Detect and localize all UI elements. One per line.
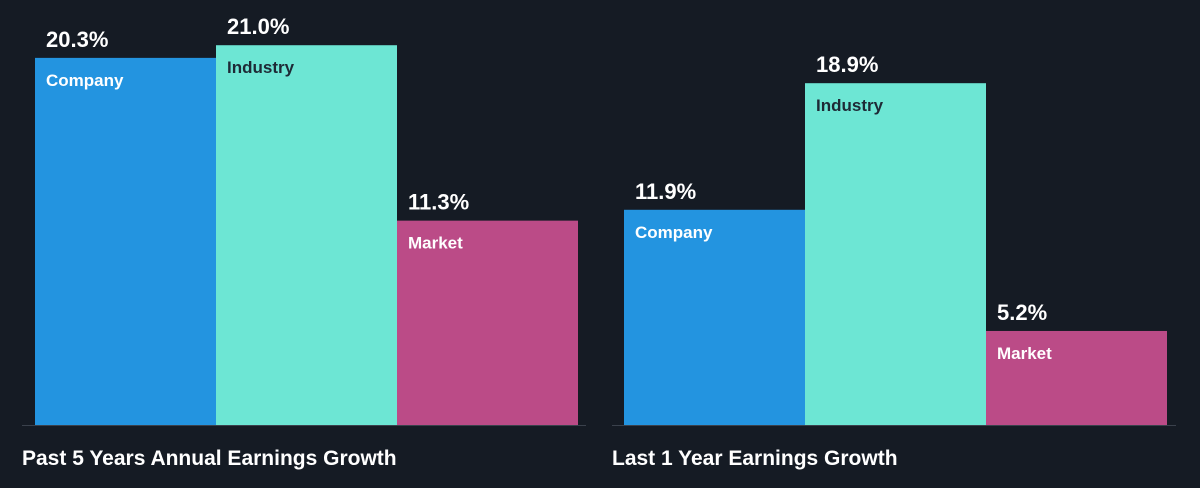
bar-industry-0 xyxy=(216,45,397,425)
chart-title-last-1-year: Last 1 Year Earnings Growth xyxy=(612,447,898,470)
value-label-industry-0: 21.0% xyxy=(227,14,289,39)
value-label-company-1: 11.9% xyxy=(635,179,696,204)
category-label-company-0: Company xyxy=(46,71,124,90)
category-label-industry-0: Industry xyxy=(227,58,295,77)
category-label-company-1: Company xyxy=(635,223,713,242)
category-label-market-1: Market xyxy=(997,344,1052,363)
value-label-market-1: 5.2% xyxy=(997,300,1047,325)
category-label-industry-1: Industry xyxy=(816,96,884,115)
bar-company-0 xyxy=(35,57,216,425)
bar-industry-1 xyxy=(805,83,986,425)
value-label-industry-1: 18.9% xyxy=(816,52,878,77)
bar-market-0 xyxy=(397,220,578,425)
category-label-market-0: Market xyxy=(408,234,463,253)
value-label-company-0: 20.3% xyxy=(46,27,108,52)
bar-company-1 xyxy=(624,209,805,425)
value-label-market-0: 11.3% xyxy=(408,190,469,215)
chart-title-past-5-years: Past 5 Years Annual Earnings Growth xyxy=(22,447,397,470)
bar-market-1 xyxy=(986,330,1167,425)
